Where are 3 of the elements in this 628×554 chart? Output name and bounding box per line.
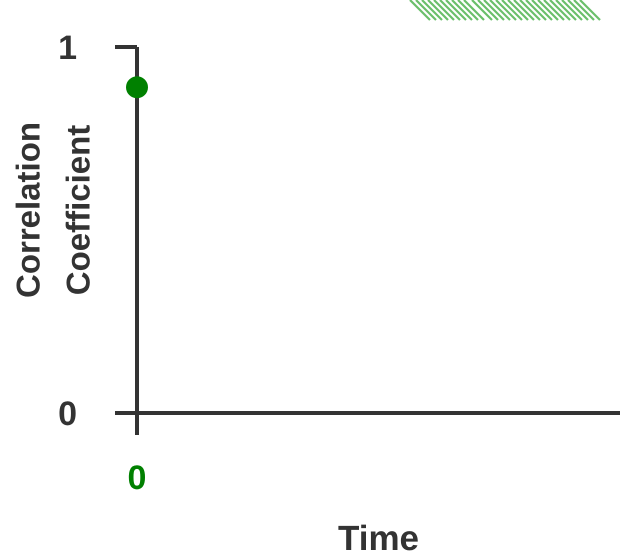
x-axis-title: Time	[338, 519, 420, 554]
y-axis-title: Correlation Coefficient	[10, 122, 96, 298]
y-tick-label: 1	[58, 29, 77, 68]
